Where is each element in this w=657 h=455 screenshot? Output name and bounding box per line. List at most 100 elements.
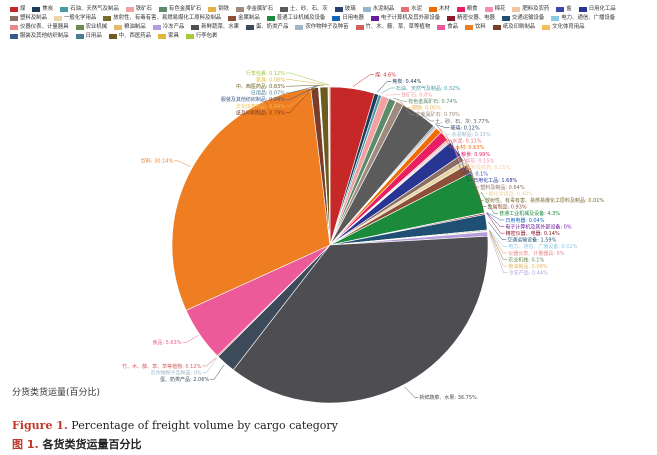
legend-item[interactable]: 水泥制品 <box>362 6 394 13</box>
slice-label: 普通工业机械及设备: 4.3% <box>499 210 560 217</box>
legend-label: 交通运输设备 <box>511 15 545 21</box>
legend-swatch <box>75 25 84 30</box>
legend-swatch <box>362 7 371 12</box>
legend-item[interactable]: 农业机械 <box>75 24 107 31</box>
slice-label: 饮料: 30.14% <box>141 158 174 165</box>
legend-item[interactable]: 焦炭 <box>32 6 53 13</box>
legend-item[interactable]: 农作物种子及种苗 <box>295 24 349 31</box>
slice-label: 棉花: 0.15% <box>465 157 494 164</box>
legend-label: 非金属矿石 <box>246 6 274 12</box>
legend-item[interactable]: 交通运输设备 <box>501 15 545 22</box>
slice-label: 钢铁: 0.05% <box>412 105 441 112</box>
legend-swatch <box>246 25 255 30</box>
slice-label: 纸及印刷制品: 0.79% <box>236 109 285 116</box>
pie-slice[interactable] <box>232 235 489 404</box>
legend-label: 肥料及农药 <box>522 6 550 12</box>
leader-line <box>435 124 450 128</box>
legend-label: 蛋、奶类产品 <box>256 24 289 30</box>
leader-line <box>286 79 329 86</box>
legend-item[interactable]: 食品 <box>437 24 458 31</box>
legend-item[interactable]: 竹、木、藤、草、草等植物 <box>355 24 430 31</box>
slice-label: 日用电器: 0.04% <box>505 217 544 224</box>
legend-item[interactable]: 行李包裹 <box>185 33 217 40</box>
legend-item[interactable]: 塑料及制品 <box>10 15 47 22</box>
legend-swatch <box>10 25 18 30</box>
legend-label: 日用化工品 <box>588 6 616 12</box>
slice-label: 仪器仪表、计量器具: 0% <box>508 250 564 257</box>
legend-item[interactable]: 金属制品 <box>228 15 260 22</box>
legend-item[interactable]: 电力、通信、广播设备 <box>551 15 615 22</box>
legend-item[interactable]: 饮料 <box>465 24 486 31</box>
leader-line <box>470 167 487 208</box>
legend-item[interactable]: 肥料及农药 <box>512 6 549 13</box>
legend-label: 土、砂、石、灰 <box>290 6 328 12</box>
legend-item[interactable]: 中、西医药品 <box>108 33 151 40</box>
legend-item[interactable]: 电子计算机及其外部设备 <box>370 15 440 22</box>
legend-label: 焦炭 <box>42 6 54 12</box>
legend-swatch <box>465 25 474 30</box>
legend-item[interactable]: 精密仪器、电器 <box>447 15 495 22</box>
legend-swatch <box>228 16 237 21</box>
leader-line <box>202 357 217 373</box>
legend-label: 农作物种子及种苗 <box>305 24 349 30</box>
legend-swatch <box>484 7 493 12</box>
leader-line <box>210 364 225 380</box>
legend-item[interactable]: 日用化工品 <box>578 6 616 13</box>
legend-label: 一般化学用品 <box>63 15 97 21</box>
legend-item[interactable]: 棉花 <box>484 6 505 13</box>
legend-swatch <box>236 7 245 12</box>
legend-item[interactable]: 文化体育用品 <box>542 24 585 31</box>
leader-line <box>202 357 217 367</box>
legend-item[interactable]: 家具 <box>158 33 179 40</box>
legend-label: 精密仪器、电器 <box>457 15 495 21</box>
legend-swatch <box>428 7 437 12</box>
legend-item[interactable]: 盐 <box>556 6 572 13</box>
slice-label: 服装及其他纺织制品: 0.04% <box>221 96 285 103</box>
slice-label: 中、西医药品: 0.83% <box>236 83 285 90</box>
legend-item[interactable]: 水泥 <box>401 6 422 13</box>
legend-item[interactable]: 日用电器 <box>332 15 364 22</box>
legend-item[interactable]: 纸及印刷制品 <box>492 24 535 31</box>
legend-item[interactable]: 放射性、有毒有害、易燃易爆化工原料及制品 <box>103 15 221 22</box>
legend-item[interactable]: 钢铁 <box>208 6 229 13</box>
slice-label: 粮食: 0.99% <box>461 151 490 158</box>
slice-label: 新鲜蔬菜、水果: 36.75% <box>419 394 477 401</box>
legend-item[interactable]: 仪器仪表、计量器具 <box>10 24 69 31</box>
legend-item[interactable]: 石油、天然气及制品 <box>60 6 119 13</box>
pie-slice[interactable] <box>328 86 331 246</box>
legend-item[interactable]: 土、砂、石、灰 <box>280 6 328 13</box>
legend-item[interactable]: 铁矿石 <box>125 6 152 13</box>
legend-swatch <box>10 7 18 12</box>
legend-swatch <box>32 7 41 12</box>
legend-label: 塑料及制品 <box>20 15 47 21</box>
legend-swatch <box>355 25 364 30</box>
legend-swatch <box>437 25 446 30</box>
slice-label: 有色金属矿石: 0.74% <box>408 98 457 105</box>
legend-label: 食品 <box>447 24 459 30</box>
legend-item[interactable]: 玻璃 <box>334 6 356 13</box>
legend-swatch <box>108 34 117 39</box>
legend-swatch <box>492 25 501 30</box>
legend-item[interactable]: 新鲜蔬菜、水果 <box>191 24 239 31</box>
legend-item[interactable]: 粮油制品 <box>114 24 146 31</box>
figure-label-cn: 图 1. <box>12 438 39 451</box>
leader-line <box>486 213 505 234</box>
slice-label: 电子计算机及其外部设备: 0% <box>505 223 571 230</box>
legend-item[interactable]: 冷冻产品 <box>152 24 184 31</box>
legend-label: 服装及其他纺织制品 <box>20 33 69 39</box>
legend-label: 日用品 <box>85 33 102 39</box>
chart-legend: 煤 焦炭 石油、天然气及制品 铁矿石 有色金属矿石 钢铁 非金属矿石 土、砂、石、灰 玻璃 水泥制… <box>10 6 650 40</box>
legend-item[interactable]: 非金属矿石 <box>236 6 273 13</box>
legend-item[interactable]: 普通工业机械及设备 <box>266 15 325 22</box>
legend-item[interactable]: 木材 <box>428 6 450 13</box>
legend-swatch <box>295 25 304 30</box>
legend-swatch <box>103 16 112 21</box>
legend-item[interactable]: 煤 <box>10 6 25 13</box>
legend-item[interactable]: 服装及其他纺织制品 <box>10 33 69 40</box>
legend-item[interactable]: 蛋、奶类产品 <box>246 24 288 31</box>
pie-slice[interactable] <box>171 87 331 311</box>
legend-item[interactable]: 一般化学用品 <box>53 15 97 22</box>
legend-item[interactable]: 日用品 <box>75 33 102 40</box>
legend-item[interactable]: 粮食 <box>456 6 478 13</box>
legend-item[interactable]: 有色金属矿石 <box>158 6 201 13</box>
